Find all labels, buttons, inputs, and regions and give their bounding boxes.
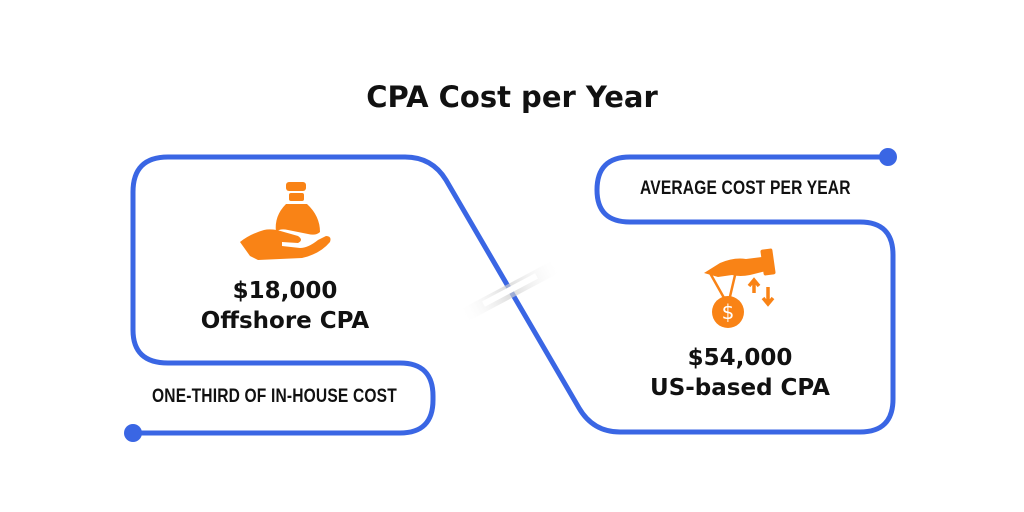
- right-end-dot: [879, 148, 897, 166]
- us-label: US-based CPA: [650, 375, 830, 401]
- left-frame-line: [130, 154, 896, 436]
- money-bag-hand-icon: [240, 182, 331, 260]
- hand-dollar-coin-icon: $: [704, 248, 776, 328]
- page-title: CPA Cost per Year: [366, 80, 658, 114]
- offshore-label: Offshore CPA: [200, 308, 370, 334]
- us-tag: AVERAGE COST PER YEAR: [640, 178, 851, 199]
- offshore-cost: $18,000 Offshore CPA: [170, 276, 400, 336]
- left-end-dot: [124, 424, 142, 442]
- svg-text:$: $: [722, 300, 735, 324]
- us-amount: $54,000: [687, 345, 793, 371]
- offshore-amount: $18,000: [232, 278, 338, 304]
- line-break-gap: [482, 273, 538, 307]
- offshore-tag: ONE-THIRD OF IN-HOUSE COST: [152, 386, 397, 407]
- us-cost: $54,000 US-based CPA: [620, 343, 860, 403]
